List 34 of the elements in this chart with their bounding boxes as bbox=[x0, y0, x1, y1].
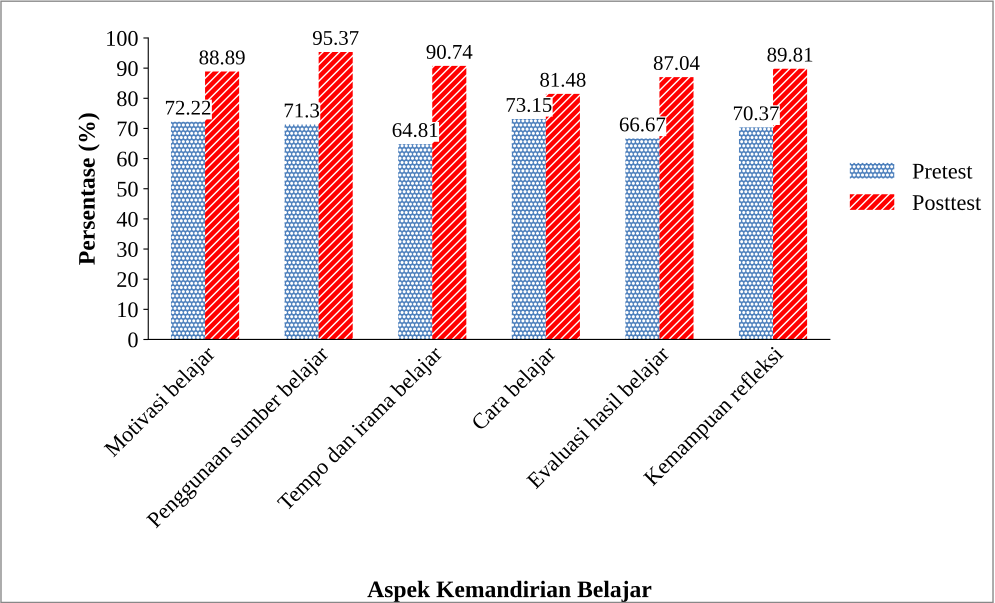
legend-label: Posttest bbox=[912, 195, 982, 210]
y-tick-label: 60 bbox=[117, 152, 138, 167]
y-tick-label: 40 bbox=[116, 212, 138, 227]
y-tick-label: 0 bbox=[128, 332, 138, 348]
y-tick-label: 30 bbox=[117, 242, 138, 257]
data-label: 90.74 bbox=[426, 44, 472, 59]
bar bbox=[318, 52, 353, 340]
data-label: 64.81 bbox=[392, 123, 438, 138]
data-label: 70.37 bbox=[734, 106, 779, 120]
data-label: 89.81 bbox=[767, 48, 812, 62]
bar bbox=[625, 138, 660, 340]
data-label: 66.67 bbox=[620, 117, 666, 132]
y-axis-title: Persentase (%) bbox=[78, 113, 100, 265]
data-label: 71.3 bbox=[284, 104, 320, 118]
bar bbox=[170, 122, 206, 340]
y-tick-label: 10 bbox=[118, 302, 138, 318]
y-tick-label: 90 bbox=[117, 61, 138, 76]
data-label: 95.37 bbox=[312, 30, 359, 46]
bar bbox=[738, 127, 774, 340]
bar bbox=[512, 118, 546, 340]
data-label: 87.04 bbox=[654, 56, 700, 70]
data-label: 73.15 bbox=[506, 98, 552, 112]
bar bbox=[284, 124, 319, 340]
legend-label: Pretest bbox=[912, 164, 972, 179]
x-axis-title: Aspek Kemandirian Belajar bbox=[367, 580, 652, 602]
data-label: 72.22 bbox=[166, 100, 210, 115]
data-label: 81.48 bbox=[540, 72, 586, 87]
y-tick-label: 20 bbox=[117, 272, 138, 288]
bar bbox=[398, 144, 432, 340]
data-label: 88.89 bbox=[199, 50, 245, 65]
y-tick-label: 50 bbox=[118, 182, 138, 197]
y-tick-label: 100 bbox=[107, 30, 138, 46]
y-tick-label: 80 bbox=[117, 91, 138, 106]
y-tick-label: 70 bbox=[118, 121, 138, 136]
